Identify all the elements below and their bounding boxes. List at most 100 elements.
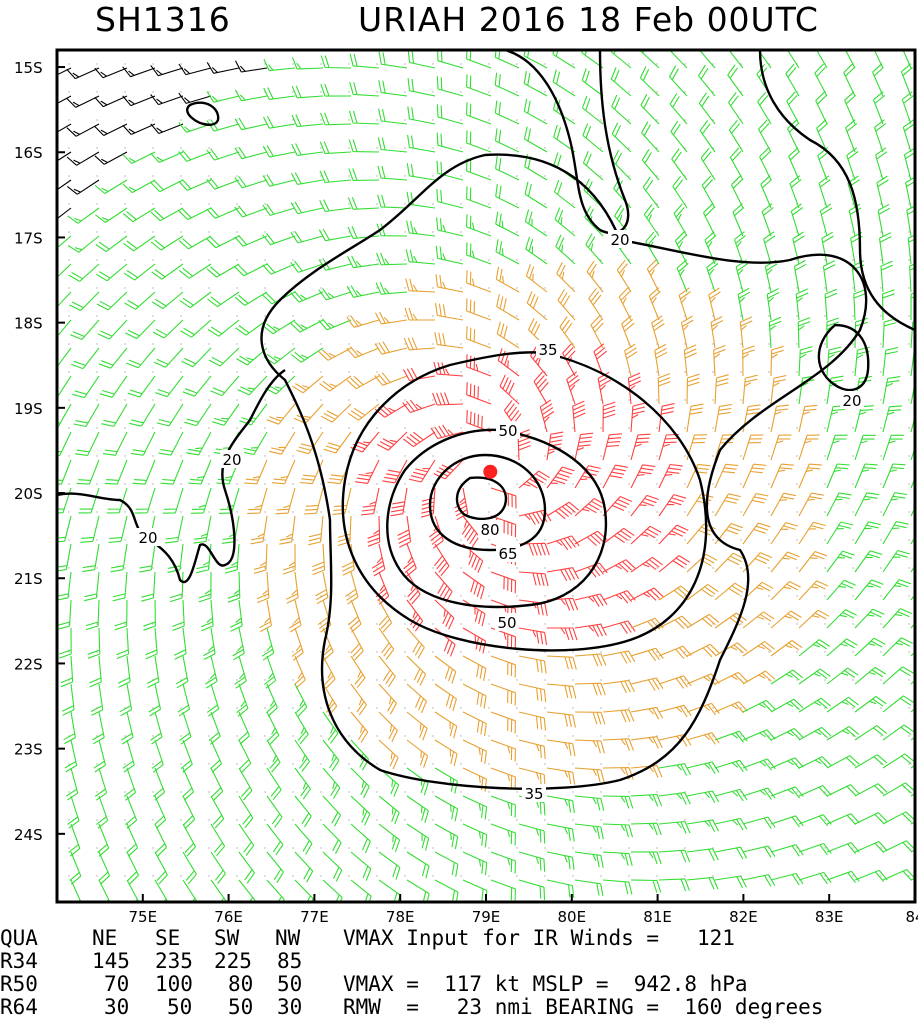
wind-barb: [378, 655, 396, 688]
grid-dot: [124, 147, 126, 149]
grid-dot: [852, 819, 854, 821]
wind-barb: [435, 274, 464, 293]
wind-barb: [104, 459, 128, 485]
wind-barb: [714, 493, 741, 517]
grid-dot: [516, 651, 518, 653]
wind-barb: [882, 405, 903, 433]
grid-dot: [572, 651, 574, 653]
grid-dot: [488, 315, 490, 317]
grid-dot: [68, 119, 70, 121]
grid-dot: [796, 427, 798, 429]
wind-barb: [291, 57, 324, 70]
wind-barb: [846, 147, 859, 181]
contour-label: 50: [498, 422, 517, 440]
grid-dot: [292, 707, 294, 709]
wind-barb: [882, 637, 913, 657]
grid-dot: [208, 875, 210, 877]
grid-dot: [628, 595, 630, 597]
wind-barb: [524, 181, 548, 209]
contour-label: 35: [538, 341, 557, 359]
grid-dot: [544, 595, 546, 597]
wind-barb: [574, 682, 606, 696]
grid-dot: [292, 343, 294, 345]
grid-dot: [264, 567, 266, 569]
grid-dot: [460, 399, 462, 401]
grid-dot: [152, 847, 154, 849]
grid-dot: [152, 147, 154, 149]
wind-barb: [76, 459, 100, 485]
grid-dot: [628, 735, 630, 737]
wind-barb: [658, 494, 687, 517]
wind-barb: [206, 91, 240, 103]
wind-barb: [408, 459, 436, 483]
grid-dot: [348, 875, 350, 877]
grid-dot: [264, 231, 266, 233]
wind-barb: [346, 375, 380, 390]
grid-dot: [572, 539, 574, 541]
wind-barb: [188, 459, 212, 485]
grid-dot: [460, 595, 462, 597]
wind-barb: [526, 291, 548, 321]
grid-dot: [824, 567, 826, 569]
wind-barb: [848, 203, 862, 237]
grid-dot: [852, 455, 854, 457]
grid-dot: [180, 735, 182, 737]
r34-se: 235: [155, 949, 193, 973]
wind-contour: [341, 351, 708, 652]
grid-dot: [180, 539, 182, 541]
grid-dot: [880, 231, 882, 233]
wind-barb: [141, 571, 156, 602]
grid-dot: [516, 707, 518, 709]
wind-barb: [68, 823, 81, 857]
wind-barb: [854, 840, 888, 853]
grid-dot: [544, 455, 546, 457]
wind-contour: [386, 428, 608, 609]
wind-barb: [406, 795, 429, 824]
wind-barb: [826, 521, 854, 545]
grid-dot: [796, 595, 798, 597]
grid-dot: [264, 875, 266, 877]
grid-dot: [208, 287, 210, 289]
grid-dot: [684, 511, 686, 513]
wind-barb: [294, 823, 313, 855]
wind-barb: [173, 627, 187, 660]
wind-barb: [182, 823, 196, 857]
grid-dot: [320, 707, 322, 709]
wind-barb: [402, 399, 436, 414]
wind-barb: [518, 851, 546, 872]
grid-dot: [152, 623, 154, 625]
lon-label: 84: [905, 908, 918, 926]
wind-barb: [630, 587, 664, 601]
grid-dot: [628, 399, 630, 401]
grid-dot: [628, 483, 630, 485]
wind-barb: [378, 851, 401, 880]
grid-dot: [264, 707, 266, 709]
grid-dot: [544, 567, 546, 569]
grid-dot: [264, 735, 266, 737]
grid-dot: [404, 707, 406, 709]
wind-barb: [123, 767, 137, 801]
lat-label: 19S: [14, 400, 43, 418]
grid-dot: [320, 511, 322, 513]
grid-dot: [656, 63, 658, 65]
grid-dot: [236, 819, 238, 821]
wind-barb: [574, 711, 606, 725]
grid-dot: [208, 175, 210, 177]
grid-dot: [544, 651, 546, 653]
grid-dot: [656, 455, 658, 457]
grid-dot: [96, 483, 98, 485]
wind-barb: [178, 149, 212, 162]
wind-barb: [322, 683, 338, 717]
grid-dot: [768, 595, 770, 597]
radii-header: QUA: [0, 926, 38, 950]
wind-barb: [371, 543, 386, 577]
grid-dot: [180, 399, 182, 401]
wind-barb: [143, 599, 156, 631]
grid-dot: [432, 679, 434, 681]
grid-dot: [684, 483, 686, 485]
wind-barb: [639, 50, 660, 69]
wind-barb: [742, 463, 767, 489]
grid-dot: [376, 63, 378, 65]
wind-barb: [291, 114, 324, 128]
wind-barb: [348, 168, 380, 181]
